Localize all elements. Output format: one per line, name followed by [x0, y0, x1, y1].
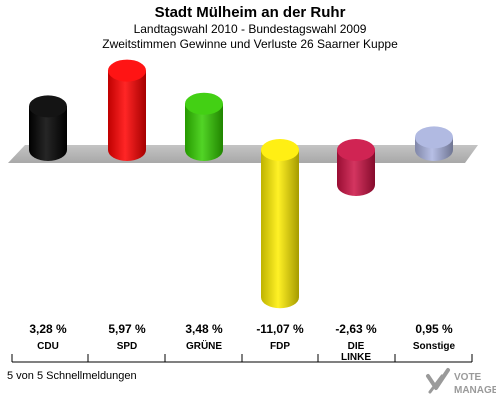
bar-body-fdp: [261, 150, 299, 309]
category-label-sonstige: Sonstige: [413, 341, 456, 352]
bar-body-die-linke: [337, 150, 375, 196]
value-label-fdp: -11,07 %: [256, 322, 304, 336]
bars-group: [29, 59, 453, 309]
bar-top-fdp: [261, 139, 299, 161]
bar-top-grüne: [185, 92, 223, 115]
category-label-die-linke: DIE: [348, 341, 365, 352]
bar-body-grüne: [185, 103, 223, 161]
bar-sonstige: [415, 126, 453, 161]
bar-top-spd: [108, 59, 146, 82]
bar-body-spd: [108, 70, 146, 161]
votemanager-check-icon: [426, 368, 450, 394]
zero-plane: [8, 145, 478, 163]
logo-line-manager: MANAGER: [454, 385, 496, 396]
bar-cdu: [29, 95, 67, 161]
value-label-spd: 5,97 %: [108, 322, 146, 336]
bar-chart: 3,28 % 5,97 % 3,48 % -11,07 % -2,63 % 0,95 % …: [8, 59, 478, 363]
votemanager-logo: VOTE MANAGER: [426, 368, 496, 396]
value-labels-group: 3,28 % 5,97 % 3,48 % -11,07 % -2,63 % 0,95 %: [29, 322, 453, 336]
bar-grüne: [185, 92, 223, 161]
bar-spd: [108, 59, 146, 161]
bar-top-cdu: [29, 95, 67, 118]
category-label-grüne: GRÜNE: [186, 339, 222, 352]
chart-subtitle-election: Landtagswahl 2010 - Bundestagswahl 2009: [133, 22, 367, 36]
category-label-die-linke: LINKE: [341, 352, 371, 363]
bar-body-cdu: [29, 106, 67, 161]
category-label-spd: SPD: [117, 341, 138, 352]
bar-die-linke: [337, 139, 375, 196]
category-label-fdp: FDP: [270, 341, 290, 352]
chart-subtitle-district: Zweitstimmen Gewinne und Verluste 26 Saa…: [102, 37, 398, 51]
value-label-sonstige: 0,95 %: [415, 322, 453, 336]
value-label-die-linke: -2,63 %: [335, 322, 377, 336]
value-label-grüne: 3,48 %: [185, 322, 223, 336]
chart-title: Stadt Mülheim an der Ruhr: [154, 4, 346, 21]
bar-fdp: [261, 139, 299, 309]
logo-line-vote: VOTE: [454, 372, 482, 383]
value-label-cdu: 3,28 %: [29, 322, 67, 336]
bar-top-die-linke: [337, 139, 375, 161]
footer-note: 5 von 5 Schnellmeldungen: [7, 370, 137, 382]
bar-top-sonstige: [415, 126, 453, 149]
chart-header: Stadt Mülheim an der Ruhr Landtagswahl 2…: [0, 4, 500, 52]
category-label-cdu: CDU: [37, 341, 59, 352]
